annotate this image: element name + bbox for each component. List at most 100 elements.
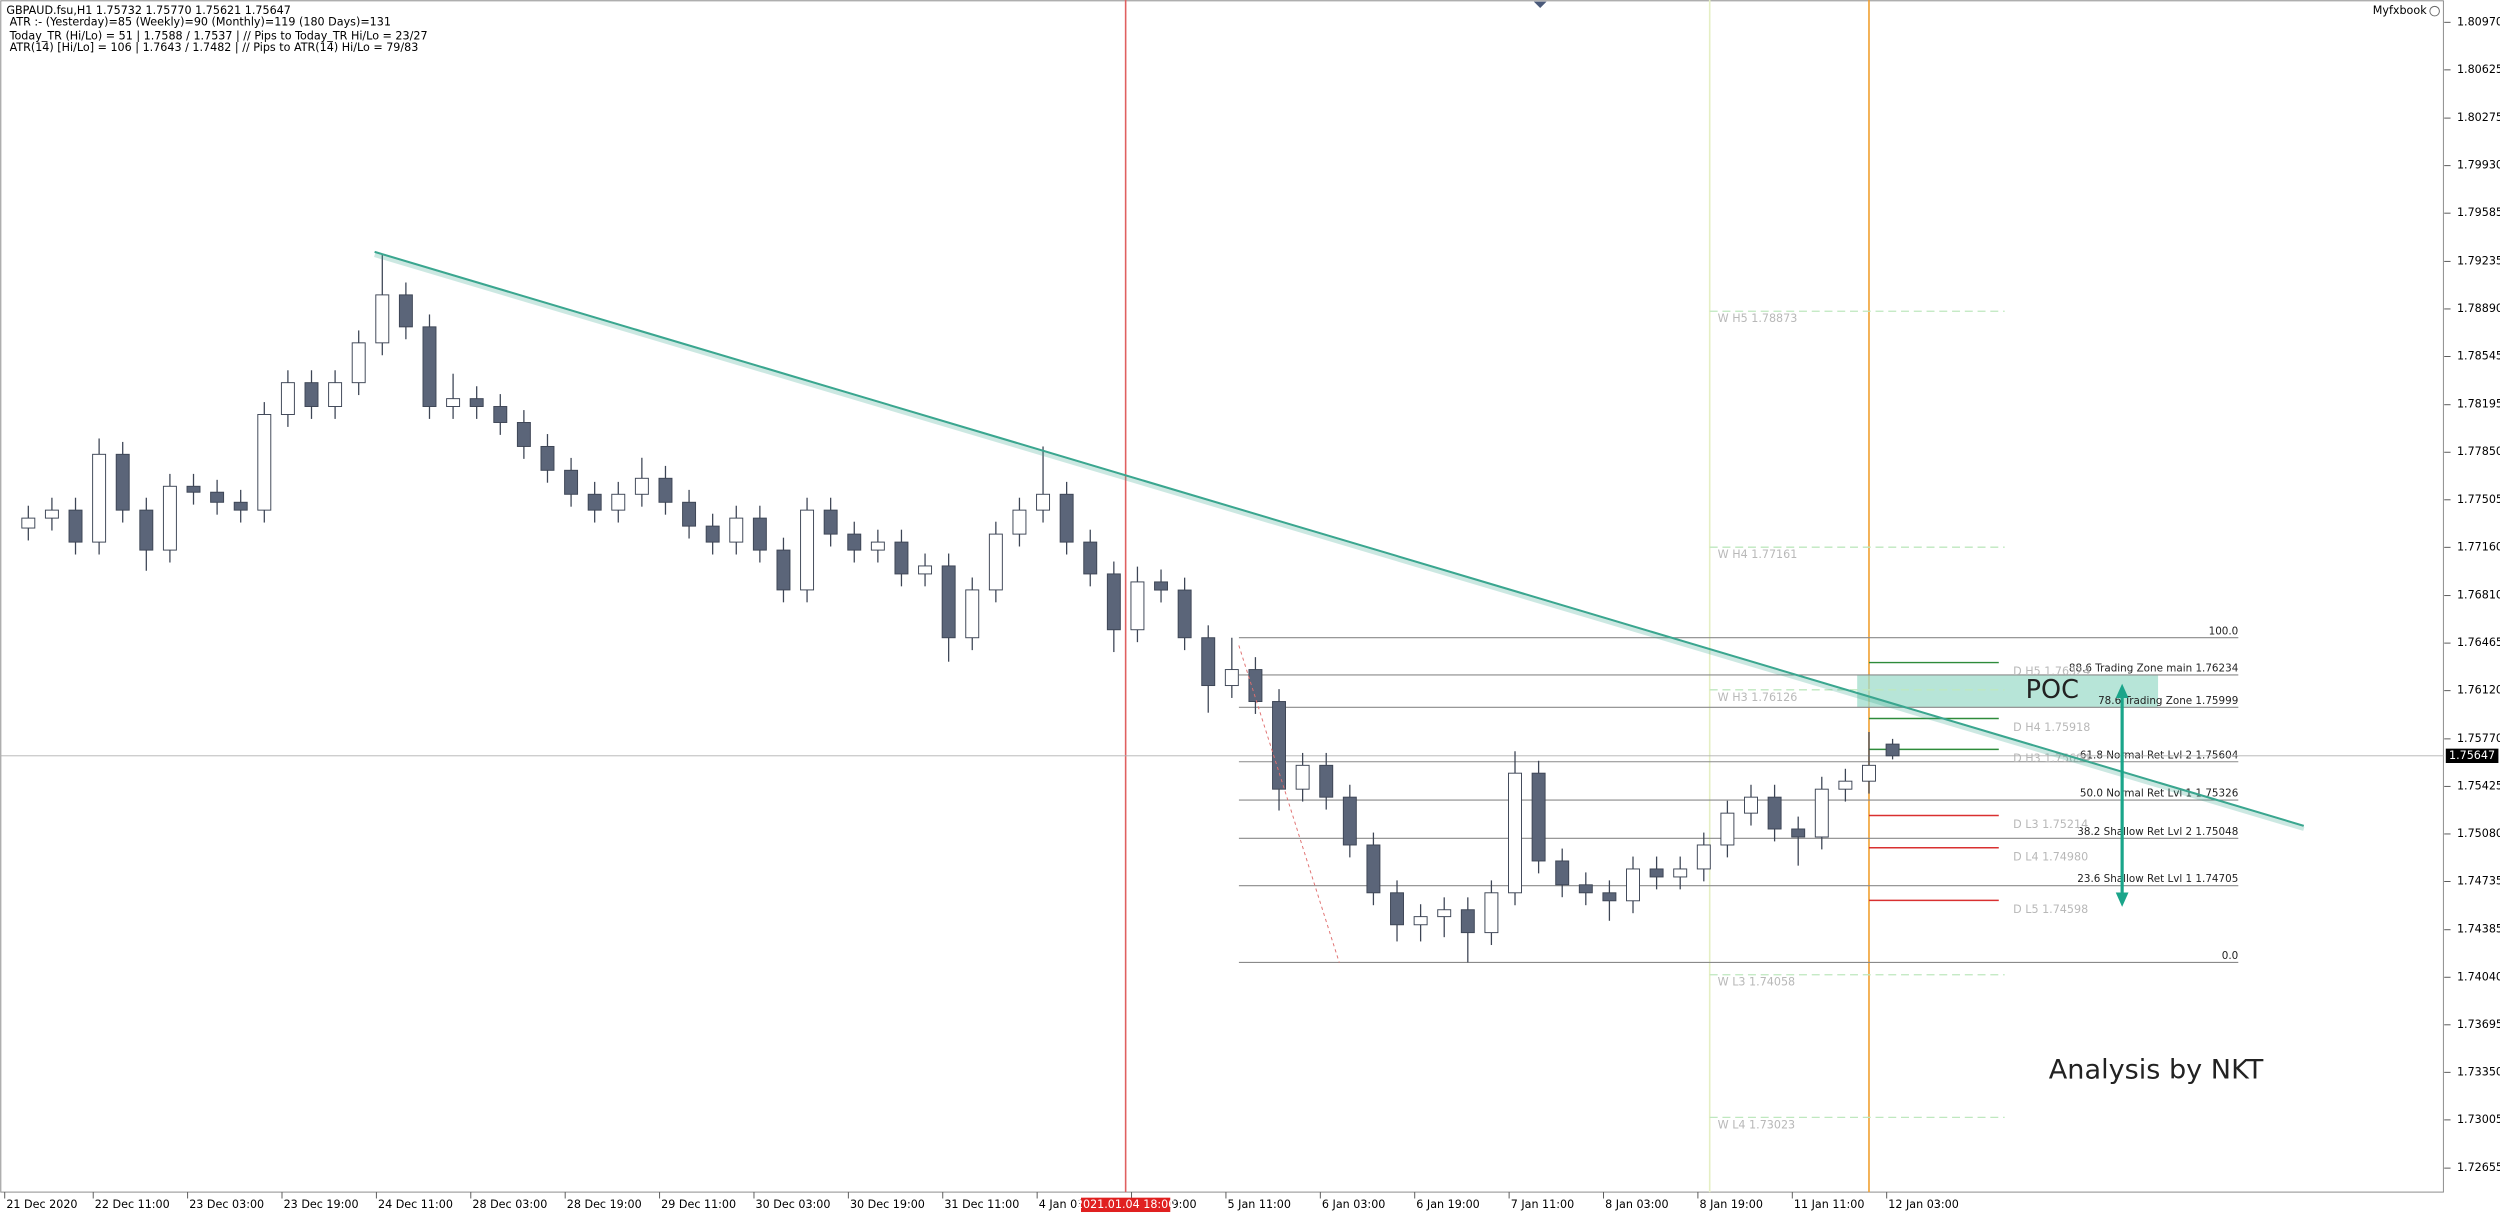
x-tick-label: 22 Dec 11:00 [95, 1198, 170, 1211]
weekly-pivot-label: W H5 1.78873 [1718, 312, 1798, 325]
candle-body [446, 398, 461, 407]
fib-label: 23.6 Shallow Ret Lvl 1 1.74705 [2077, 873, 2238, 885]
x-tick-label: 30 Dec 03:00 [756, 1198, 831, 1211]
x-tick-label: 12 Jan 03:00 [1888, 1198, 1959, 1211]
y-tick-label: 1.80275 [2457, 111, 2500, 124]
candle-body [1295, 764, 1310, 790]
brand-icon [2429, 5, 2440, 17]
x-tick-label: 28 Dec 19:00 [567, 1198, 642, 1211]
candle-body [328, 382, 343, 407]
candle-body [1248, 669, 1263, 703]
fib-label: 0.0 [2222, 950, 2238, 962]
header-line: ATR :- (Yesterday)=85 (Weekly)=90 (Month… [10, 15, 391, 28]
candle-body [162, 485, 177, 551]
candle-body [564, 469, 579, 495]
candle-body [1626, 868, 1640, 902]
candle-body [658, 477, 673, 503]
candle-body [1201, 637, 1216, 687]
y-tick-label: 1.77160 [2457, 540, 2500, 553]
candle-body [280, 382, 295, 415]
candle-body [469, 398, 484, 407]
candle-body [1885, 743, 1900, 757]
candle-body [823, 509, 838, 535]
x-tick-label: 29 Dec 11:00 [661, 1198, 736, 1211]
x-tick-label: 8 Jan 03:00 [1605, 1198, 1668, 1211]
y-tick-label: 1.79930 [2457, 159, 2500, 172]
header-title: GBPAUD.fsu,H1 1.75732 1.75770 1.75621 1.… [6, 4, 290, 17]
trendline-shadow [374, 253, 2305, 831]
y-tick-label: 1.80625 [2457, 63, 2500, 76]
y-tick-label: 1.78545 [2457, 349, 2500, 362]
y-tick-label: 1.73350 [2457, 1065, 2500, 1078]
candle-body [1366, 844, 1381, 894]
fib-label: 38.2 Shallow Ret Lvl 2 1.75048 [2077, 826, 2238, 838]
candle-body [1342, 796, 1357, 846]
candle-body [21, 517, 36, 529]
candle-body [304, 382, 319, 407]
candle-body [351, 342, 366, 384]
candle-body [941, 565, 956, 639]
fib-label: 50.0 Normal Ret Lvl 1 1.75326 [2080, 788, 2238, 800]
poc-label: POC [2026, 675, 2079, 705]
header-line: ATR(14) [Hi/Lo] = 106 | 1.7643 / 1.7482 … [10, 41, 419, 54]
candle-body [92, 453, 107, 543]
candle-body [1838, 780, 1853, 790]
candle-body [776, 549, 791, 591]
x-tick-label: 28 Dec 03:00 [472, 1198, 547, 1211]
x-tick-label: 23 Dec 03:00 [189, 1198, 264, 1211]
x-tick-label: 21 Dec 2020 [6, 1198, 77, 1211]
candle-body [1390, 892, 1404, 926]
y-tick-label: 1.77505 [2457, 493, 2500, 506]
candle-body [68, 509, 83, 543]
candle-body [1413, 916, 1428, 926]
y-tick-label: 1.75425 [2457, 779, 2500, 792]
candle-body [1508, 772, 1522, 894]
x-tick-label: 5 Jan 11:00 [1228, 1198, 1291, 1211]
time-tag [1080, 1197, 1171, 1213]
daily-pivot-label: D L5 1.74598 [2013, 903, 2088, 916]
candle-body [1767, 796, 1782, 830]
x-tick-label: 7 Jan 11:00 [1511, 1198, 1574, 1211]
candle-body [1130, 581, 1145, 631]
time-tag-label: 2021.01.04 18:00 [1076, 1198, 1175, 1211]
candle-body [752, 517, 767, 551]
candle-body [210, 491, 225, 503]
daily-pivot-label: D H3 1.75694 [2013, 752, 2090, 765]
y-tick-label: 1.73005 [2457, 1113, 2500, 1126]
x-tick-label: 31 Dec 11:00 [944, 1198, 1019, 1211]
y-tick-label: 1.76120 [2457, 684, 2500, 697]
fib-label: 88.6 Trading Zone main 1.76234 [2069, 663, 2239, 675]
candle-body [1319, 764, 1334, 798]
fib-anchor-line [1238, 645, 1340, 963]
y-tick-label: 1.78195 [2457, 398, 2500, 411]
candle-body [634, 477, 649, 495]
candle-body [1814, 788, 1829, 838]
header-line: Today_TR (Hi/Lo) = 51 | 1.7588 / 1.7537 … [9, 30, 428, 43]
daily-pivot-label: D L3 1.75214 [2013, 818, 2088, 831]
y-tick-label: 1.77850 [2457, 445, 2500, 458]
candle-body [1437, 909, 1452, 918]
trendline [374, 250, 2305, 827]
fib-label: 100.0 [2209, 625, 2239, 637]
candle-body [1602, 892, 1617, 902]
last-price-label: 1.75647 [2449, 749, 2495, 762]
weekly-pivot-label: W H4 1.77161 [1718, 548, 1798, 561]
candle-body [965, 589, 980, 639]
candle-body [233, 501, 248, 511]
weekly-pivot-label: W L4 1.73023 [1718, 1118, 1795, 1131]
candle-body [1154, 581, 1169, 591]
candle-body [44, 509, 59, 519]
candle-body [1531, 772, 1546, 862]
candle-body [139, 509, 154, 551]
candle-body [587, 493, 602, 511]
candle-body [611, 493, 626, 511]
candle-body [1744, 796, 1758, 814]
candle-body [1059, 493, 1074, 543]
y-tick-label: 1.72655 [2457, 1161, 2500, 1174]
y-tick-label: 1.78890 [2457, 302, 2500, 315]
y-tick-label: 1.75080 [2457, 827, 2500, 840]
y-tick-label: 1.74040 [2457, 970, 2500, 983]
